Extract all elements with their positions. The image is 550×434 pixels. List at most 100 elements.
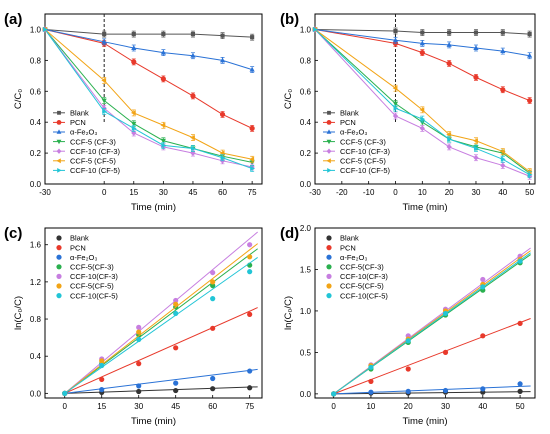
data-point bbox=[500, 162, 506, 169]
x-tick-label: 30 bbox=[472, 188, 481, 197]
legend-marker bbox=[56, 139, 62, 145]
data-point bbox=[99, 376, 105, 383]
series-6 bbox=[62, 257, 258, 396]
legend-item: CCF-10(CF-3) bbox=[326, 272, 388, 281]
data-point bbox=[43, 26, 48, 33]
series-6 bbox=[313, 26, 533, 179]
x-tick-label: 60 bbox=[208, 402, 217, 411]
legend-marker bbox=[327, 168, 332, 173]
data-point bbox=[190, 135, 195, 141]
data-point bbox=[101, 38, 107, 44]
panel-label: (b) bbox=[280, 11, 299, 28]
legend-label: Blank bbox=[70, 109, 89, 118]
legend-item: α-Fe₂O₃ bbox=[56, 253, 97, 262]
panel-label: (c) bbox=[4, 225, 22, 242]
data-point bbox=[442, 310, 449, 317]
data-point bbox=[249, 66, 255, 72]
data-point bbox=[313, 26, 318, 33]
y-tick-label: 0.5 bbox=[300, 348, 312, 357]
fit-line bbox=[64, 231, 258, 394]
y-axis-label: C/C₀ bbox=[13, 89, 24, 109]
legend-marker bbox=[56, 264, 62, 270]
x-tick-label: 45 bbox=[189, 188, 198, 197]
data-point bbox=[219, 57, 226, 63]
data-point bbox=[190, 32, 196, 37]
data-point bbox=[173, 301, 179, 307]
x-tick-label: 75 bbox=[245, 402, 254, 411]
y-tick-label: 0.4 bbox=[300, 118, 312, 127]
legend-item: CCF-5 (CF-3) bbox=[323, 137, 386, 146]
data-point bbox=[136, 336, 142, 343]
data-point bbox=[136, 361, 142, 367]
legend-marker bbox=[326, 235, 332, 241]
data-point bbox=[446, 60, 452, 67]
data-point bbox=[247, 385, 253, 391]
legend-marker bbox=[56, 235, 62, 241]
legend-marker bbox=[56, 245, 62, 251]
data-point bbox=[247, 311, 253, 317]
data-point bbox=[527, 97, 533, 104]
fit-line bbox=[64, 248, 258, 394]
legend-label: α-Fe₂O₃ bbox=[70, 253, 97, 262]
data-point bbox=[500, 156, 506, 162]
data-point bbox=[447, 136, 453, 142]
series-0 bbox=[62, 385, 258, 396]
fit-line bbox=[64, 243, 258, 394]
legend-label: CCF-5(CF-5) bbox=[340, 282, 384, 291]
legend-item: CCF-5(CF-5) bbox=[56, 282, 114, 291]
data-point bbox=[442, 387, 449, 394]
x-tick-label: 10 bbox=[418, 188, 427, 197]
data-point bbox=[249, 125, 255, 131]
x-tick-label: 20 bbox=[445, 188, 454, 197]
data-point bbox=[130, 110, 136, 116]
series-2 bbox=[42, 26, 255, 73]
data-point bbox=[173, 345, 179, 351]
legend-marker bbox=[326, 283, 332, 289]
data-point bbox=[210, 282, 216, 289]
legend-label: CCF-10(CF-3) bbox=[340, 272, 388, 281]
chart-panel-b: (b) -30 -20 -10 0 10 20 30 40 50 0.0 0.2 0.4 0.6 0.8 1.… bbox=[280, 11, 536, 213]
legend-item: α-Fe₂O₃ bbox=[326, 253, 367, 262]
data-point bbox=[249, 160, 255, 166]
data-point bbox=[210, 375, 216, 382]
data-point bbox=[392, 37, 399, 43]
data-point bbox=[405, 338, 411, 344]
x-tick-label: 0 bbox=[63, 402, 68, 411]
data-point bbox=[160, 76, 166, 82]
legend-item: CCF-5 (CF-5) bbox=[53, 157, 116, 166]
legend-label: PCN bbox=[340, 118, 356, 127]
data-point bbox=[480, 284, 486, 290]
data-point bbox=[331, 391, 337, 397]
legend-item: CCF-5 (CF-3) bbox=[53, 137, 116, 146]
series-4 bbox=[312, 26, 533, 180]
data-point bbox=[473, 30, 479, 35]
y-tick-label: 0.6 bbox=[30, 87, 42, 96]
data-point bbox=[442, 349, 449, 355]
data-point bbox=[517, 388, 523, 394]
data-point bbox=[131, 59, 137, 65]
data-point bbox=[405, 366, 411, 372]
legend-label: CCF-10(CF-3) bbox=[70, 272, 118, 281]
x-axis-label: Time (min) bbox=[402, 202, 447, 213]
data-point bbox=[480, 333, 486, 339]
legend-marker bbox=[326, 148, 332, 154]
data-point bbox=[102, 32, 107, 37]
data-point bbox=[131, 121, 137, 127]
series-6 bbox=[331, 252, 531, 397]
legend-marker bbox=[56, 120, 62, 125]
legend-item: PCN bbox=[326, 243, 356, 252]
legend-label: CCF-5 (CF-5) bbox=[340, 157, 386, 166]
data-point bbox=[393, 28, 398, 34]
legend-item: Blank bbox=[53, 109, 89, 118]
legend-label: Blank bbox=[70, 234, 89, 243]
data-point bbox=[136, 324, 142, 330]
x-tick-label: 60 bbox=[218, 188, 227, 197]
data-point bbox=[517, 381, 523, 387]
data-point bbox=[249, 156, 255, 162]
legend-marker bbox=[326, 139, 332, 145]
legend-label: Blank bbox=[340, 109, 359, 118]
fit-line bbox=[333, 252, 531, 395]
legend-item: CCF-10 (CF-3) bbox=[323, 147, 391, 156]
fit-line bbox=[333, 385, 531, 395]
plot-frame bbox=[314, 13, 536, 185]
